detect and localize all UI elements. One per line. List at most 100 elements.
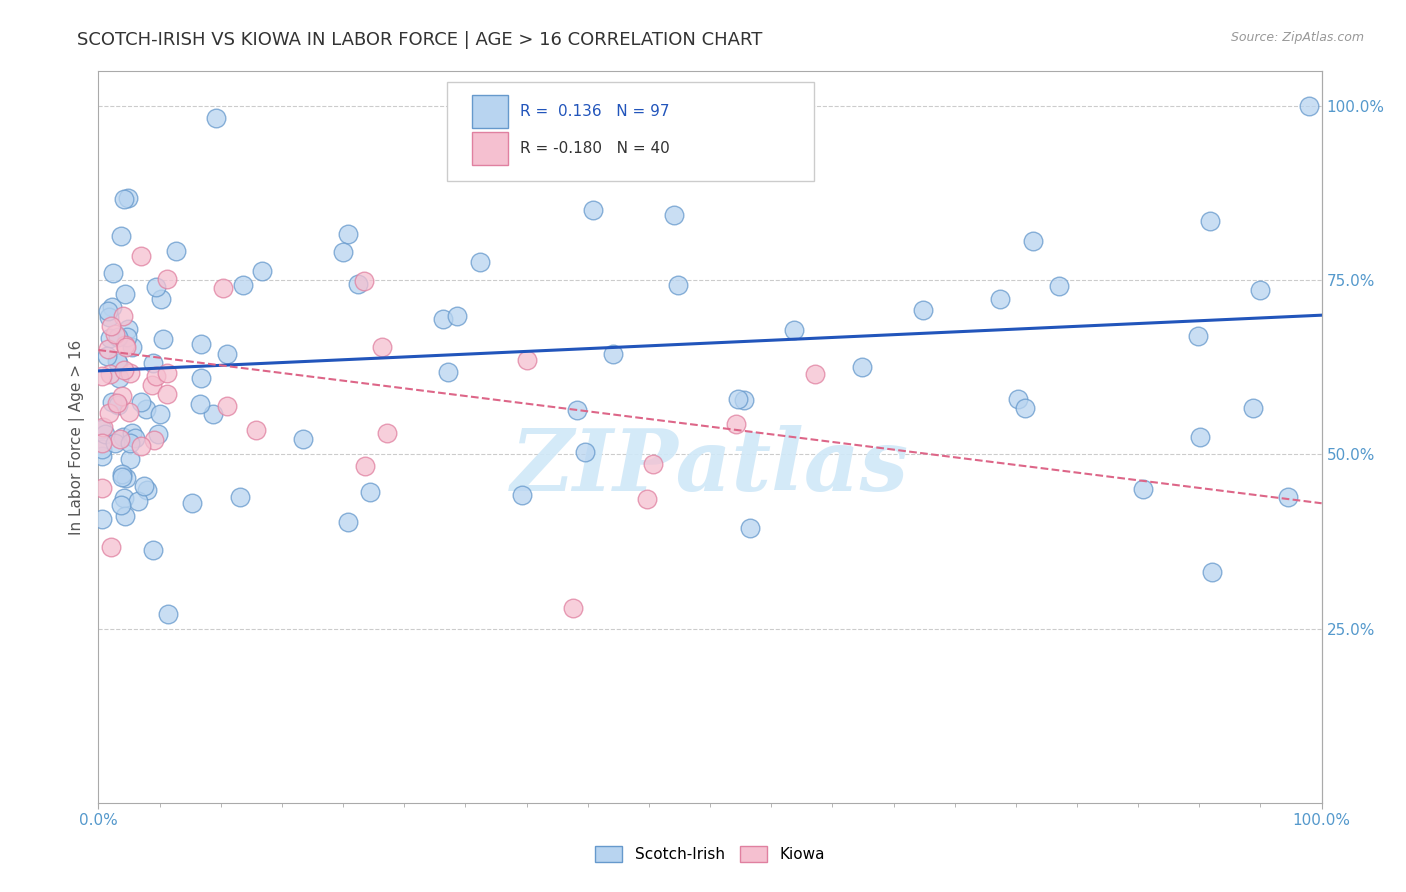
Point bbox=[727, 392, 749, 406]
Point bbox=[98, 331, 121, 345]
Point bbox=[446, 310, 468, 324]
Point bbox=[129, 249, 152, 263]
Point bbox=[117, 322, 139, 336]
Bar bbox=[471, 132, 508, 165]
Point bbox=[292, 432, 315, 446]
Point bbox=[97, 342, 120, 356]
Point bbox=[91, 420, 114, 434]
Point bbox=[1249, 283, 1271, 297]
Point bbox=[470, 254, 492, 268]
Point bbox=[156, 387, 179, 401]
Point bbox=[733, 393, 755, 408]
Point bbox=[567, 403, 589, 417]
Point bbox=[354, 458, 377, 473]
Y-axis label: In Labor Force | Age > 16: In Labor Force | Age > 16 bbox=[69, 340, 86, 534]
Point bbox=[117, 191, 139, 205]
Point bbox=[152, 331, 174, 345]
Point bbox=[120, 435, 142, 450]
Point bbox=[371, 340, 394, 354]
Point bbox=[117, 330, 139, 344]
Point bbox=[988, 292, 1011, 306]
Point bbox=[337, 515, 360, 529]
Point bbox=[190, 337, 212, 351]
Point bbox=[157, 607, 180, 621]
Point bbox=[121, 340, 143, 354]
Point bbox=[165, 244, 187, 258]
Point bbox=[510, 488, 533, 502]
Point bbox=[142, 434, 165, 448]
Point bbox=[112, 491, 135, 505]
Point bbox=[516, 353, 538, 368]
Point bbox=[110, 432, 132, 446]
Point bbox=[347, 277, 370, 291]
Point bbox=[91, 369, 114, 384]
Point bbox=[91, 436, 114, 450]
Point bbox=[181, 496, 204, 510]
Point bbox=[100, 318, 122, 333]
Point bbox=[97, 304, 120, 318]
Point bbox=[142, 542, 165, 557]
Point bbox=[91, 511, 114, 525]
Point bbox=[107, 356, 129, 370]
Point bbox=[93, 427, 115, 442]
Point bbox=[111, 469, 134, 483]
Point bbox=[602, 346, 624, 360]
Point bbox=[1201, 565, 1223, 579]
Point bbox=[114, 338, 136, 352]
Point bbox=[636, 492, 658, 507]
Point bbox=[724, 417, 747, 431]
Point bbox=[1198, 213, 1220, 227]
Point bbox=[1241, 401, 1264, 416]
Point bbox=[145, 369, 167, 384]
Point bbox=[229, 490, 252, 504]
Point bbox=[337, 227, 360, 241]
Point bbox=[1277, 490, 1299, 504]
Point bbox=[432, 311, 454, 326]
Point bbox=[375, 426, 398, 441]
Legend: Scotch-Irish, Kiowa: Scotch-Irish, Kiowa bbox=[589, 840, 831, 868]
Point bbox=[136, 483, 159, 497]
Point bbox=[112, 362, 135, 376]
Point bbox=[91, 481, 114, 495]
Point bbox=[115, 471, 138, 485]
Point bbox=[135, 401, 157, 416]
Point bbox=[217, 399, 239, 413]
Point bbox=[91, 442, 114, 457]
Point bbox=[190, 370, 212, 384]
Point bbox=[1014, 401, 1036, 416]
Point bbox=[91, 449, 114, 463]
Point bbox=[156, 367, 179, 381]
Point bbox=[1298, 99, 1320, 113]
Point bbox=[149, 407, 172, 421]
Point bbox=[100, 540, 122, 554]
Point bbox=[112, 193, 135, 207]
Point bbox=[212, 281, 235, 295]
Point bbox=[111, 389, 134, 403]
Point bbox=[114, 287, 136, 301]
Point bbox=[115, 341, 138, 355]
Point bbox=[107, 397, 129, 411]
Point bbox=[141, 378, 163, 392]
Point bbox=[120, 451, 142, 466]
Point bbox=[641, 457, 664, 471]
Point bbox=[359, 484, 381, 499]
Point bbox=[202, 408, 225, 422]
Point bbox=[1187, 329, 1209, 343]
Point bbox=[215, 346, 238, 360]
Point bbox=[120, 366, 142, 380]
Point bbox=[150, 292, 173, 306]
Point bbox=[134, 479, 156, 493]
Point bbox=[98, 368, 121, 382]
Point bbox=[103, 436, 125, 450]
Point bbox=[232, 278, 254, 293]
Point bbox=[114, 508, 136, 523]
Point bbox=[1022, 235, 1045, 249]
Point bbox=[782, 323, 804, 337]
Point bbox=[561, 600, 583, 615]
Point bbox=[108, 371, 131, 385]
Point bbox=[1132, 482, 1154, 496]
Point bbox=[91, 422, 114, 436]
Point bbox=[96, 349, 118, 363]
Point bbox=[155, 272, 177, 286]
Point bbox=[105, 354, 128, 368]
